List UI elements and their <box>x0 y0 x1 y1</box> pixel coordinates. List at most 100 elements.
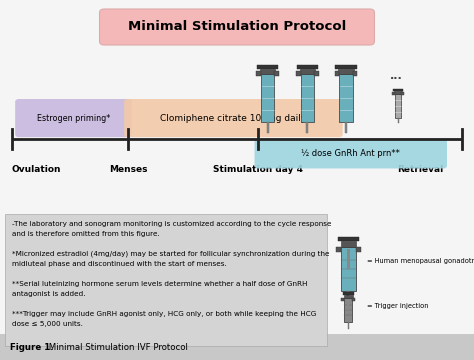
Point <box>337 84 343 88</box>
Bar <box>300 69 315 74</box>
Point <box>349 308 355 312</box>
Point <box>271 108 277 112</box>
Bar <box>301 74 314 122</box>
Text: Retrieval: Retrieval <box>397 165 443 174</box>
Bar <box>345 298 352 322</box>
Bar <box>267 122 269 133</box>
Text: Estrogen priming*: Estrogen priming* <box>37 113 110 122</box>
Point <box>337 108 343 112</box>
Text: Stimulation day 4: Stimulation day 4 <box>213 165 303 174</box>
Bar <box>256 71 261 76</box>
Bar <box>339 74 353 122</box>
Bar <box>337 237 359 241</box>
Bar <box>257 65 278 69</box>
Point <box>349 96 355 100</box>
Point <box>349 108 355 112</box>
Point <box>349 303 355 307</box>
Point <box>392 110 398 114</box>
Text: Ovulation: Ovulation <box>12 165 61 174</box>
Bar <box>395 94 401 118</box>
Point <box>353 258 358 262</box>
Point <box>310 108 316 112</box>
Bar <box>345 122 347 133</box>
Text: Menses: Menses <box>109 165 147 174</box>
Bar <box>5 214 327 346</box>
Text: **Serial luteinizing hormone serum levels determine whether a half dose of GnRH: **Serial luteinizing hormone serum level… <box>12 281 307 287</box>
Bar <box>392 93 395 95</box>
Point <box>353 267 358 271</box>
Text: = Trigger injection: = Trigger injection <box>367 303 429 309</box>
Bar <box>306 122 308 133</box>
Bar <box>398 118 399 123</box>
Bar <box>261 74 274 122</box>
Bar <box>338 69 354 74</box>
Text: Minimal Stimulation IVF Protocol: Minimal Stimulation IVF Protocol <box>46 343 188 351</box>
Text: dose ≤ 5,000 units.: dose ≤ 5,000 units. <box>12 321 83 328</box>
Point <box>398 110 404 114</box>
Bar <box>335 71 339 76</box>
Bar <box>347 300 349 310</box>
Point <box>338 275 344 280</box>
Point <box>259 96 264 100</box>
Bar <box>0 334 474 360</box>
Text: ½ dose GnRh Ant prn**: ½ dose GnRh Ant prn** <box>301 149 400 158</box>
Point <box>338 267 344 271</box>
Text: and is therefore omitted from this figure.: and is therefore omitted from this figur… <box>12 231 160 237</box>
Point <box>271 96 277 100</box>
Bar <box>296 71 301 76</box>
FancyBboxPatch shape <box>15 99 132 137</box>
Bar <box>297 65 318 69</box>
Bar <box>340 241 356 247</box>
Point <box>398 104 404 108</box>
Bar <box>346 249 350 269</box>
Point <box>337 96 343 100</box>
Point <box>342 303 347 307</box>
FancyBboxPatch shape <box>124 99 343 137</box>
Text: -The laboratory and sonogram monitoring is customized according to the cycle res: -The laboratory and sonogram monitoring … <box>12 221 331 227</box>
Bar <box>401 93 404 95</box>
Point <box>259 108 264 112</box>
Point <box>310 84 316 88</box>
Point <box>342 308 347 312</box>
FancyBboxPatch shape <box>100 9 374 45</box>
Point <box>298 96 304 100</box>
Point <box>298 108 304 112</box>
Point <box>353 275 358 280</box>
Bar <box>394 91 402 94</box>
Bar <box>344 295 353 298</box>
Bar <box>347 291 349 303</box>
Text: Figure 1.: Figure 1. <box>10 343 54 351</box>
Bar <box>341 298 345 301</box>
Point <box>349 84 355 88</box>
Bar <box>260 69 275 74</box>
Bar <box>336 247 341 252</box>
Bar <box>341 247 356 291</box>
Bar <box>343 292 354 295</box>
Bar <box>352 298 356 301</box>
Bar <box>393 89 403 91</box>
Text: Clomiphene citrate 100mg daily: Clomiphene citrate 100mg daily <box>160 113 307 122</box>
Text: ...: ... <box>390 71 402 81</box>
Bar <box>336 65 356 69</box>
Point <box>392 98 398 102</box>
Bar <box>353 71 357 76</box>
Text: Minimal Stimulation Protocol: Minimal Stimulation Protocol <box>128 21 346 33</box>
Point <box>271 84 277 88</box>
Bar <box>348 322 349 329</box>
Text: = Human menopausal gonadotropin: = Human menopausal gonadotropin <box>367 258 474 264</box>
Text: antagonist is added.: antagonist is added. <box>12 291 85 297</box>
FancyBboxPatch shape <box>255 139 447 168</box>
Point <box>310 96 316 100</box>
Bar <box>356 247 361 252</box>
Bar <box>314 71 319 76</box>
Text: midluteal phase and discontinued with the start of menses.: midluteal phase and discontinued with th… <box>12 261 227 267</box>
Point <box>342 313 347 317</box>
Point <box>338 258 344 262</box>
Point <box>392 104 398 108</box>
Point <box>298 84 304 88</box>
Text: ***Trigger may include GnRH agonist only, HCG only, or both while keeping the HC: ***Trigger may include GnRH agonist only… <box>12 311 316 318</box>
Text: *Micronized estradiol (4mg/day) may be started for follicular synchronization du: *Micronized estradiol (4mg/day) may be s… <box>12 251 329 257</box>
Point <box>398 98 404 102</box>
Point <box>349 313 355 317</box>
Point <box>259 84 264 88</box>
